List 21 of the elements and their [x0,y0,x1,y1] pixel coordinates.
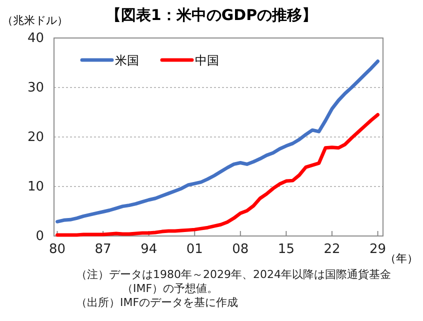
x-tick-label: 94 [140,242,158,258]
y-tick-label: 40 [27,31,44,46]
y-tick-label: 30 [27,80,44,96]
x-tick-label: 22 [324,242,340,258]
x-tick-label: 87 [94,242,112,258]
legend-label: 米国 [115,54,139,68]
y-tick-label: 20 [27,130,44,146]
x-tick-label: 29 [369,242,386,258]
x-axis-title: （年） [385,252,418,265]
legend-label: 中国 [195,54,219,68]
x-tick-label: 80 [48,242,66,258]
x-tick-label: 01 [186,242,203,258]
line-series [56,112,380,237]
text: （出所）IMFのデータを基に作成 [76,296,240,310]
x-tick-label: 15 [278,242,294,258]
y-tick-label: 0 [36,229,44,244]
text: （注）データは1980年～2029年、2024年以降は国際通貨基金（IMF）の予想値。 [76,268,392,296]
x-tick-label: 08 [232,242,249,258]
y-tick-label: 10 [27,180,44,195]
chart-title: 【図表1：米中のGDPの推移】 [106,6,318,24]
y-axis-title: （兆米ドル） [2,14,68,27]
